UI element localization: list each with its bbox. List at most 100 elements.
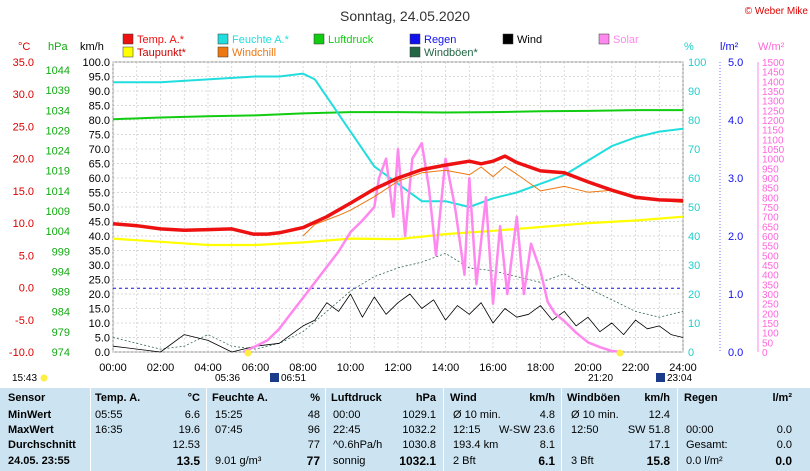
row-label: MinWert: [8, 409, 52, 421]
solar-tick: 150: [762, 319, 779, 330]
solar-tick: 750: [762, 203, 779, 214]
legend-label: Feuchte A.*: [232, 34, 290, 46]
legend-label: Windchill: [232, 47, 276, 59]
series-wind: [112, 293, 684, 353]
wind-tick: 30.0: [89, 260, 110, 272]
legend-label: Taupunkt*: [137, 47, 187, 59]
series-windb-en: [112, 252, 684, 350]
solar-tick: 350: [762, 280, 779, 291]
header-press-unit: hPa: [415, 392, 436, 404]
legend-swatch: [409, 46, 421, 58]
solar-tick: 550: [762, 242, 779, 253]
legend-label: Regen: [424, 34, 456, 46]
legend: Temp. A.*Taupunkt* Feuchte A.*Windchill Lu…: [122, 33, 639, 59]
legend-label: Temp. A.*: [137, 34, 185, 46]
solar-tick: 600: [762, 232, 779, 243]
wind-value: 4.8: [539, 409, 555, 421]
press-unit: hPa: [48, 41, 68, 53]
wind-tick: 100.0: [82, 57, 110, 69]
solar-tick: 250: [762, 300, 779, 311]
wind-tick: 5.0: [95, 333, 110, 345]
hum-tick: 70: [688, 144, 700, 156]
row-label: MaxWert: [8, 424, 54, 436]
solar-tick: 1250: [762, 106, 785, 117]
time-tick: 16:00: [479, 362, 507, 374]
legend-label: Windböen*: [424, 47, 479, 59]
hum-tick: 50: [688, 202, 700, 214]
temp-tick: 35.0: [13, 57, 34, 69]
solar-tick: 500: [762, 251, 779, 262]
solar-tick: 1100: [762, 135, 784, 146]
press-value: 1029.1: [402, 409, 436, 421]
hum-tick: 10: [688, 318, 700, 330]
solar-tick: 1400: [762, 77, 785, 88]
hum-time: 15:25: [215, 409, 243, 421]
header-hum: Feuchte A.: [212, 392, 268, 404]
temp-tick: 15.0: [13, 186, 34, 198]
wind-tick: 85.0: [89, 101, 110, 113]
temp-tick: 0.0: [19, 283, 34, 295]
hum-tick: 60: [688, 173, 700, 185]
solar-tick: 1300: [762, 97, 785, 108]
sunset-icon: [616, 349, 624, 357]
solar-tick: 1350: [762, 87, 785, 98]
axes: 35.0 30.0 25.0 20.0 15.0 10.0 5.0 0.0 -5.0 -10.0 1…: [9, 57, 785, 374]
wind-tick: 60.0: [89, 173, 110, 185]
press-time: 22:45: [333, 424, 361, 436]
rain-unit: l/m²: [720, 41, 739, 53]
rain-time: 00:00: [686, 424, 714, 436]
series-feuchte-a: [113, 72, 684, 208]
rain-value: 0.0: [776, 424, 792, 436]
hum-unit: %: [684, 41, 694, 53]
solar-tick: 1050: [762, 145, 785, 156]
press-tick: 984: [52, 307, 70, 319]
temp-value: 13.5: [176, 454, 200, 468]
press-tick: 1009: [46, 206, 70, 218]
legend-swatch: [122, 46, 134, 58]
solar-tick: 1450: [762, 68, 785, 79]
time-tick: 22:00: [622, 362, 650, 374]
wind-tick: 35.0: [89, 246, 110, 258]
time-tick: 20:00: [574, 362, 602, 374]
temp-value: 12.53: [172, 439, 200, 451]
solar-tick: 200: [762, 309, 779, 320]
press-time: 00:00: [333, 409, 361, 421]
time-tick: 08:00: [289, 362, 317, 374]
press-tick: 1044: [46, 65, 70, 77]
header-temp: Temp. A.: [95, 392, 141, 404]
press-tick: 1034: [46, 105, 70, 117]
press-value: 1032.1: [399, 454, 436, 468]
legend-swatch: [313, 33, 325, 45]
solar-unit: W/m²: [758, 41, 785, 53]
time-tick: 10:00: [337, 362, 365, 374]
hum-tick: 90: [688, 86, 700, 98]
rain-tick: 2.0: [728, 231, 743, 243]
gust-time: Ø 10 min.: [571, 409, 619, 421]
solar-tick: 50: [762, 338, 774, 349]
solar-tick: 650: [762, 222, 779, 233]
time-tick: 12:00: [384, 362, 412, 374]
header-temp-unit: °C: [187, 392, 200, 404]
press-value: 1030.8: [402, 439, 436, 451]
series-luftdruck: [112, 109, 683, 121]
legend-swatch: [217, 46, 229, 58]
rain-tick: 5.0: [728, 57, 743, 69]
temp-time: 05:55: [95, 409, 123, 421]
wind-tick: 75.0: [89, 130, 110, 142]
gust-value: 12.4: [648, 409, 670, 421]
solar-tick: 700: [762, 213, 779, 224]
hum-tick: 20: [688, 289, 700, 301]
wind-tick: 55.0: [89, 188, 110, 200]
legend-label: Wind: [517, 34, 542, 46]
wind-tick: 95.0: [89, 72, 110, 84]
temp-tick: 5.0: [19, 250, 34, 262]
solar-tick: 800: [762, 193, 779, 204]
time-tick: 06:00: [242, 362, 270, 374]
gust-time: 3 Bft: [571, 455, 594, 467]
press-tick: 1004: [46, 226, 70, 238]
temp-tick: 25.0: [13, 121, 34, 133]
rain-tick: 1.0: [728, 289, 743, 301]
press-time: ^0.6hPa/h: [333, 439, 383, 451]
series-taupunkt: [112, 215, 684, 247]
press-tick: 989: [52, 287, 70, 299]
